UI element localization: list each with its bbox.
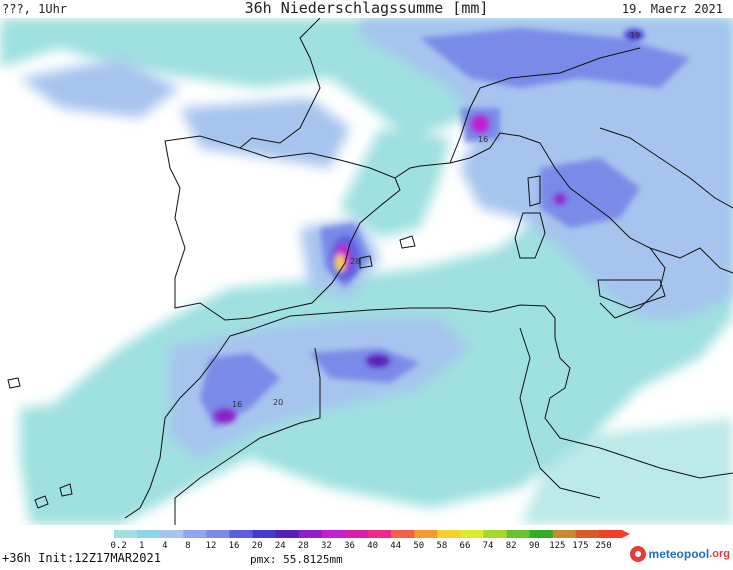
legend-tick-label: 4 xyxy=(162,541,167,551)
legend-swatch xyxy=(344,530,369,538)
forecast-valid-time: ???, 1Uhr xyxy=(2,2,68,16)
legend-swatch xyxy=(506,530,531,538)
contour-label: 28 xyxy=(350,257,360,266)
legend-swatch xyxy=(391,530,415,538)
legend-swatch xyxy=(321,530,346,538)
contour-label: 20 xyxy=(273,398,283,407)
legend-swatch xyxy=(252,530,277,538)
legend-tick-label: 40 xyxy=(367,541,378,551)
legend-tick-label: 82 xyxy=(506,541,517,551)
legend-swatch xyxy=(137,530,161,538)
legend-tick-label: 24 xyxy=(275,541,286,551)
legend-arrow xyxy=(622,530,630,538)
map-canvas: 19 16 20 16 28 xyxy=(0,17,733,525)
contour-label: 16 xyxy=(478,135,488,144)
legend-swatch xyxy=(460,530,484,538)
legend-swatch xyxy=(229,530,254,538)
contour-label: 16 xyxy=(232,400,242,409)
legend-tick-label: 8 xyxy=(185,541,190,551)
legend-tick-label: 32 xyxy=(321,541,332,551)
legend-tick-label: 66 xyxy=(460,541,471,551)
logo-text: meteopool xyxy=(648,547,710,561)
legend-swatch xyxy=(437,530,461,538)
contour-labels: 19 16 20 16 28 xyxy=(232,31,640,409)
logo-icon xyxy=(629,546,646,562)
contour-label: 19 xyxy=(630,31,640,40)
pmax-info: pmx: 55.8125mm xyxy=(250,553,343,566)
legend-swatch xyxy=(529,530,554,538)
legend-tick-label: 44 xyxy=(390,541,401,551)
legend-tick-label: 125 xyxy=(549,541,565,551)
legend: 0.2 1 4 8 12 16 20 24 28 32 36 40 44 50 58 66 74 82 90 125 1… xyxy=(0,525,733,566)
legend-tick-label: 28 xyxy=(298,541,309,551)
legend-swatch xyxy=(275,530,300,538)
logo-suffix: .org xyxy=(709,548,730,560)
precip-intense xyxy=(214,29,644,423)
legend-swatch xyxy=(552,530,577,538)
legend-tick-label: 175 xyxy=(572,541,588,551)
legend-swatch xyxy=(206,530,230,538)
legend-swatch xyxy=(298,530,323,538)
legend-tick-label: 90 xyxy=(529,541,540,551)
legend-swatch xyxy=(183,530,207,538)
coastlines xyxy=(7,17,733,525)
legend-swatch xyxy=(575,530,600,538)
legend-colorbar: 0.2 1 4 8 12 16 20 24 28 32 36 40 44 50 58 66 74 82 90 125 1… xyxy=(110,530,630,551)
forecast-date: 19. Maerz 2021 xyxy=(621,2,723,16)
legend-swatch xyxy=(483,530,508,538)
legend-tick-label: 250 xyxy=(595,541,611,551)
legend-tick-label: 1 xyxy=(139,541,144,551)
legend-tick-label: 36 xyxy=(344,541,355,551)
legend-tick-label: 20 xyxy=(252,541,263,551)
legend-tick-label: 16 xyxy=(229,541,240,551)
meteopool-logo[interactable]: meteopool .org xyxy=(629,543,730,565)
legend-tick-label: 74 xyxy=(483,541,494,551)
map-title: 36h Niederschlagssumme [mm] xyxy=(244,0,489,17)
legend-swatch xyxy=(598,530,623,538)
lead-init-info: +36h Init:12Z17MAR2021 xyxy=(2,551,161,565)
legend-swatch xyxy=(160,530,184,538)
legend-swatch xyxy=(368,530,392,538)
legend-tick-label: 58 xyxy=(436,541,447,551)
legend-tick-label: 50 xyxy=(413,541,424,551)
legend-swatch xyxy=(114,530,138,538)
legend-tick-label: 0.2 xyxy=(110,541,126,551)
precipitation-map: 19 16 20 16 28 xyxy=(0,17,733,525)
legend-swatch xyxy=(414,530,438,538)
legend-tick-label: 12 xyxy=(206,541,217,551)
